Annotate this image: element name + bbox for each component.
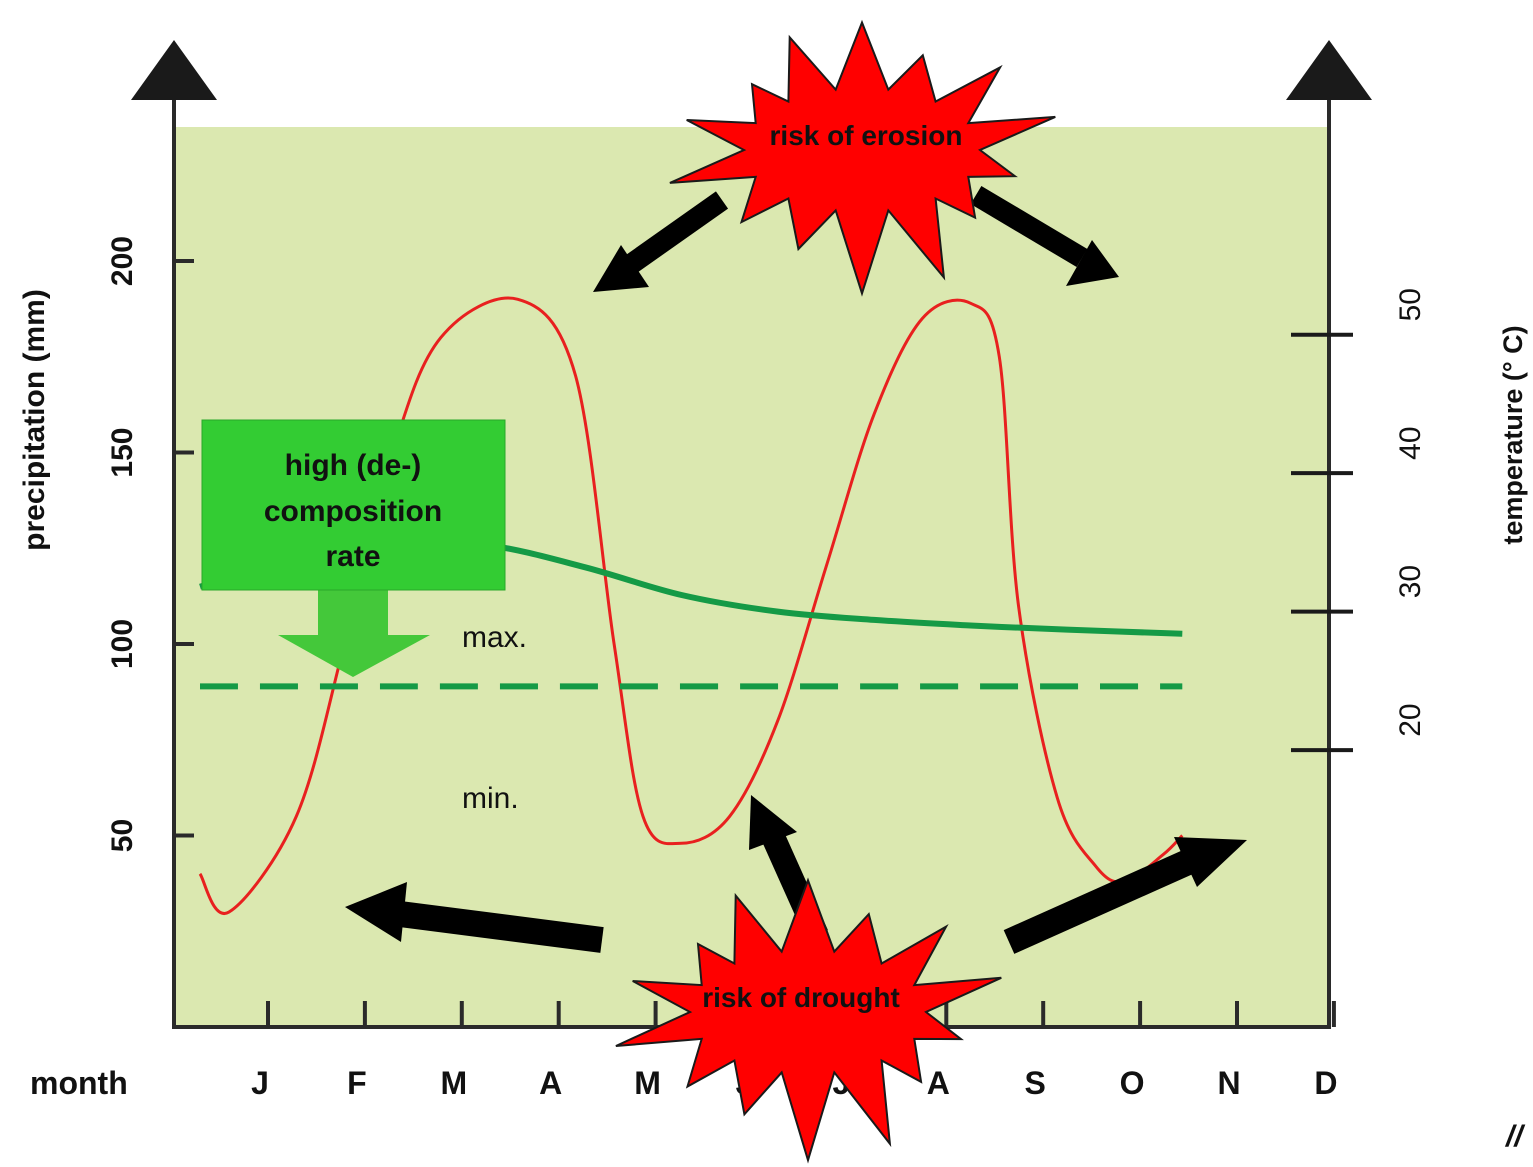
composition-box — [201, 419, 506, 591]
month-label-10: N — [1217, 1065, 1240, 1101]
month-label-1: F — [347, 1065, 367, 1101]
left-axis-arrowhead — [131, 40, 217, 100]
month-label-3: A — [539, 1065, 562, 1101]
month-label-2: M — [440, 1065, 467, 1101]
right-tick-label-40: 40 — [1394, 426, 1427, 459]
right-axis-arrowhead — [1286, 40, 1372, 100]
erosion-arrow-left — [613, 191, 729, 281]
month-label-9: O — [1120, 1065, 1145, 1101]
month-label-7: A — [927, 1065, 950, 1101]
drought-label: risk of drought — [702, 982, 900, 1013]
drought-burst — [615, 877, 1002, 1164]
erosion-label: risk of erosion — [770, 120, 963, 151]
max-label: max. — [462, 621, 527, 654]
right-tick-label-50: 50 — [1394, 288, 1427, 321]
month-label-11: D — [1314, 1065, 1337, 1101]
drought-arrow-right-head — [1174, 837, 1247, 887]
composition-line-3: rate — [325, 540, 380, 573]
erosion-arrow-right-head — [1066, 240, 1119, 286]
left-tick-label-50: 50 — [106, 819, 139, 852]
right-tick-label-30: 30 — [1394, 565, 1427, 598]
min-label: min. — [462, 782, 519, 815]
month-label-8: S — [1025, 1065, 1046, 1101]
drought-arrow-middle-head — [749, 795, 797, 850]
erosion-arrow-left-head — [593, 245, 649, 292]
month-label-0: J — [251, 1065, 269, 1101]
erosion-burst — [669, 19, 1056, 297]
composition-line-1: high (de-) — [285, 449, 422, 482]
composition-callout: high (de-) composition rate — [201, 419, 506, 677]
month-label-4: M — [634, 1065, 661, 1101]
drought-arrow-left-head — [345, 882, 407, 942]
composition-arrow — [278, 588, 430, 677]
composition-line-2: composition — [264, 495, 442, 528]
left-tick-label-150: 150 — [106, 428, 139, 478]
drought-arrow-left — [398, 901, 604, 953]
right-axis-title: temperature (° C) — [1498, 325, 1528, 544]
left-tick-label-100: 100 — [106, 619, 139, 669]
erosion-arrow-right — [970, 185, 1088, 268]
drought-arrow-right — [1003, 850, 1194, 954]
x-axis-title: month — [30, 1065, 128, 1101]
left-tick-label-200: 200 — [106, 236, 139, 286]
right-tick-label-20: 20 — [1394, 703, 1427, 736]
left-axis-title: precipitation (mm) — [18, 289, 51, 551]
corner-mark: // — [1504, 1120, 1525, 1153]
